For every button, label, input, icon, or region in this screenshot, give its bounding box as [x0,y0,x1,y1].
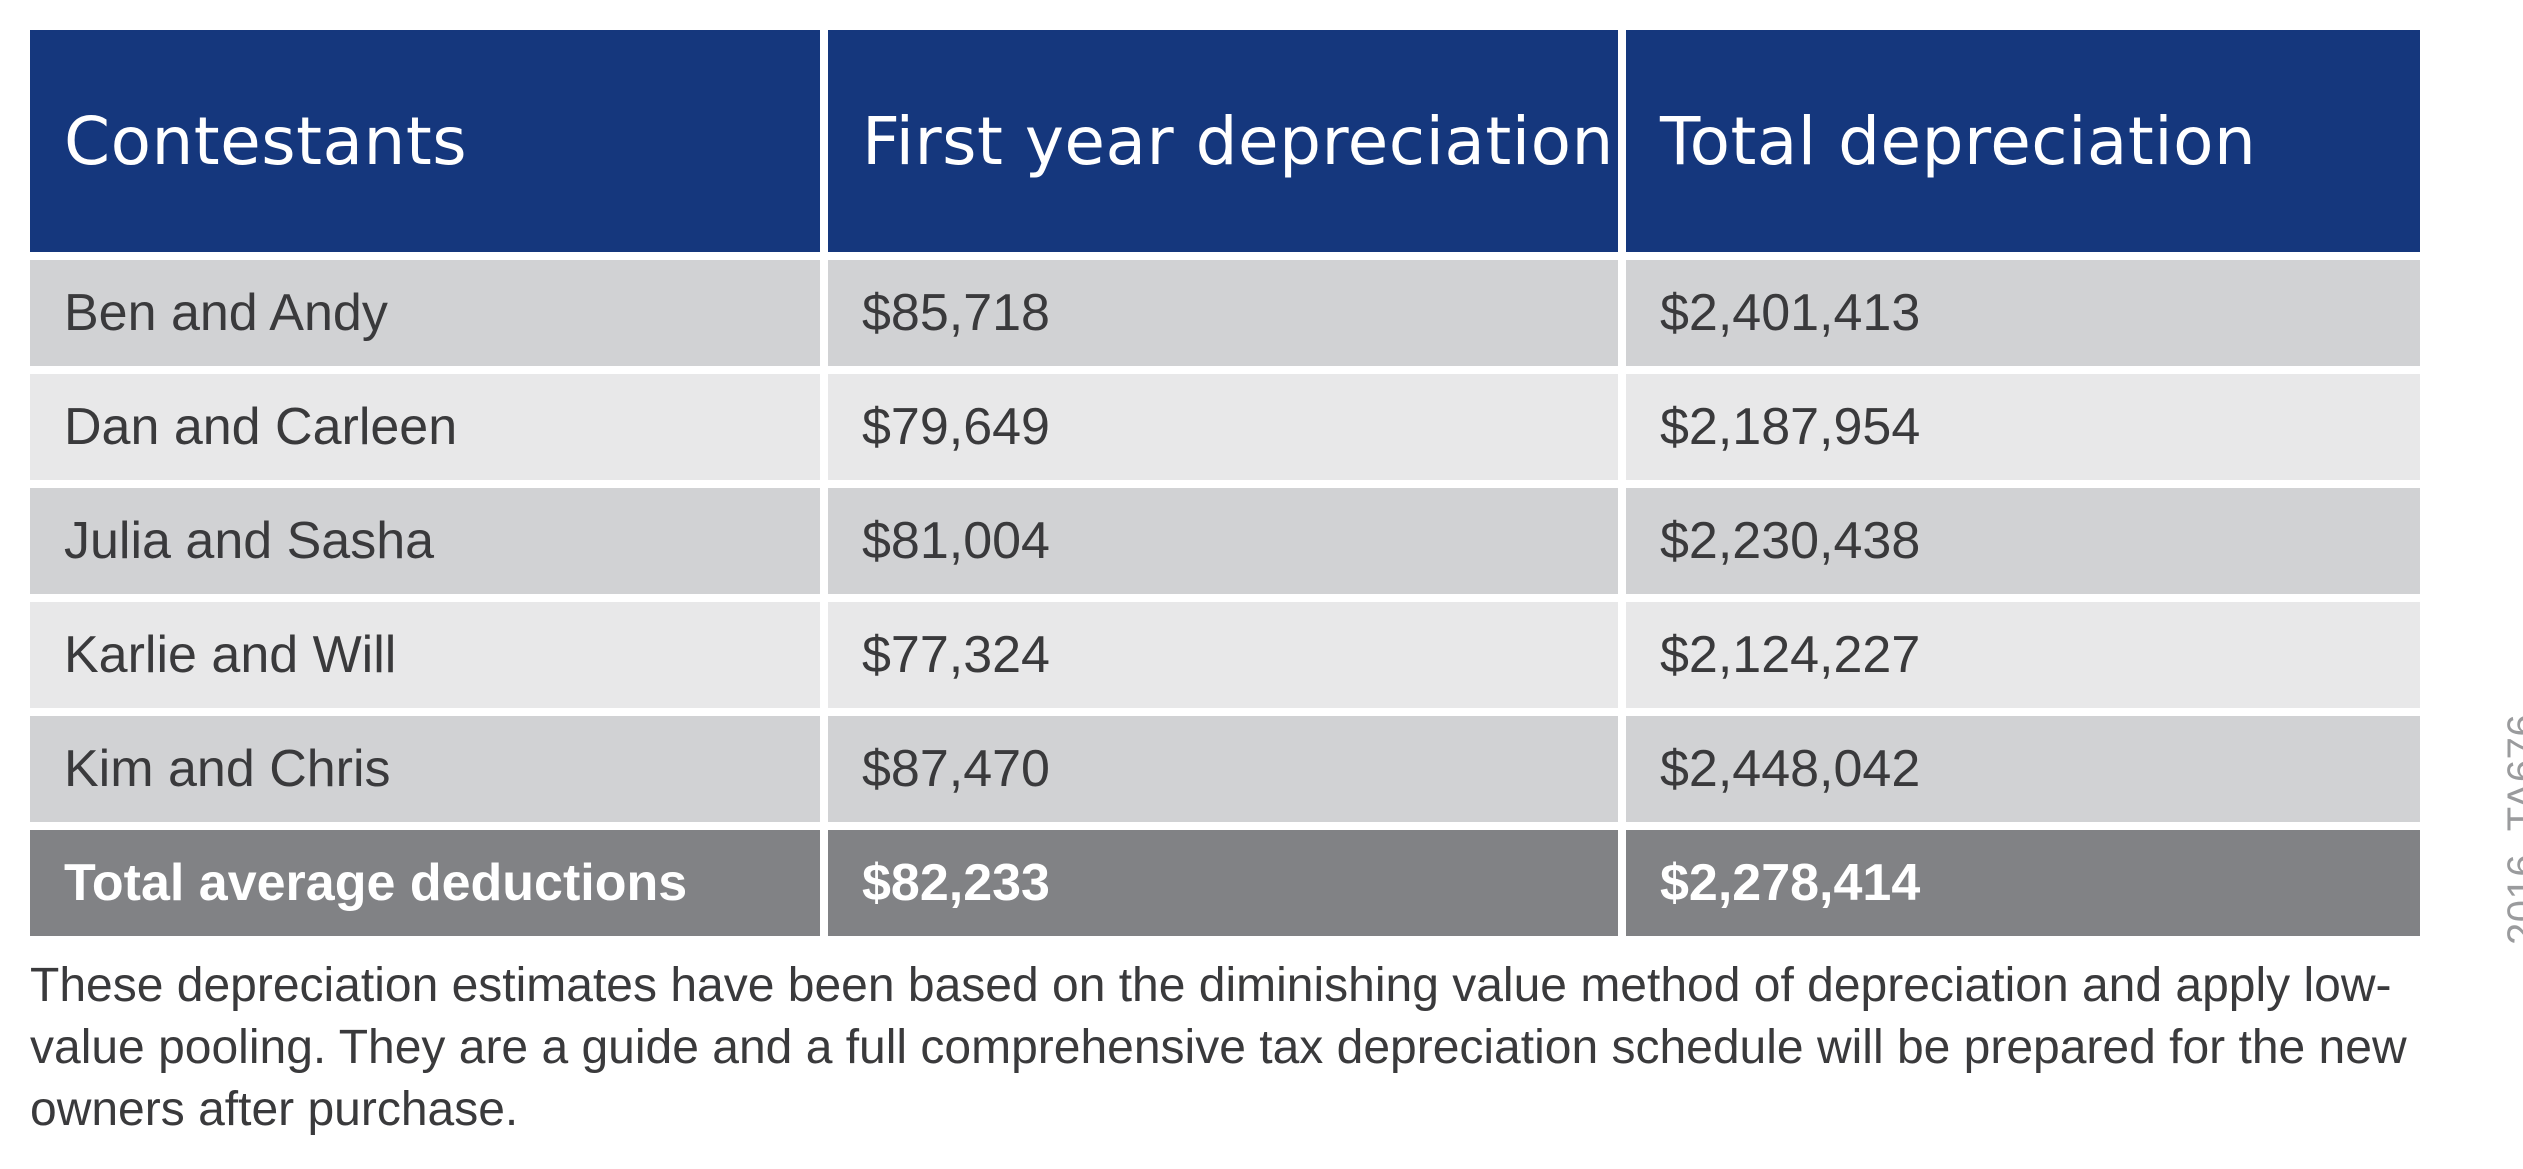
contestant-name-cell: Karlie and Will [30,602,820,708]
figure-code-watermark: 2016_TA676 [2500,713,2523,945]
total-depreciation-cell: $2,401,413 [1626,260,2420,366]
first-year-depreciation-cell: $81,004 [828,488,1618,594]
table-row: Ben and Andy $85,718 $2,401,413 [30,260,2420,366]
contestant-name-cell: Julia and Sasha [30,488,820,594]
column-header-contestants: Contestants [30,30,820,252]
total-depreciation-average-cell: $2,278,414 [1626,830,2420,936]
depreciation-table: Contestants First year depreciation Tota… [22,22,2428,944]
first-year-depreciation-cell: $85,718 [828,260,1618,366]
column-header-first-year-depreciation: First year depreciation [828,30,1618,252]
total-depreciation-cell: $2,187,954 [1626,374,2420,480]
total-depreciation-cell: $2,448,042 [1626,716,2420,822]
total-average-row: Total average deductions $82,233 $2,278,… [30,830,2420,936]
table-row: Karlie and Will $77,324 $2,124,227 [30,602,2420,708]
first-year-depreciation-cell: $87,470 [828,716,1618,822]
contestant-name-cell: Kim and Chris [30,716,820,822]
table-row: Dan and Carleen $79,649 $2,187,954 [30,374,2420,480]
total-first-year-cell: $82,233 [828,830,1618,936]
contestant-name-cell: Dan and Carleen [30,374,820,480]
table-row: Kim and Chris $87,470 $2,448,042 [30,716,2420,822]
table-header-row: Contestants First year depreciation Tota… [30,30,2420,252]
contestant-name-cell: Ben and Andy [30,260,820,366]
table-row: Julia and Sasha $81,004 $2,230,438 [30,488,2420,594]
first-year-depreciation-cell: $79,649 [828,374,1618,480]
footnote-text: These depreciation estimates have been b… [30,959,2407,1136]
total-depreciation-cell: $2,124,227 [1626,602,2420,708]
total-label-cell: Total average deductions [30,830,820,936]
depreciation-table-container: Contestants First year depreciation Tota… [30,30,2420,936]
first-year-depreciation-cell: $77,324 [828,602,1618,708]
column-header-total-depreciation: Total depreciation [1626,30,2420,252]
total-depreciation-cell: $2,230,438 [1626,488,2420,594]
